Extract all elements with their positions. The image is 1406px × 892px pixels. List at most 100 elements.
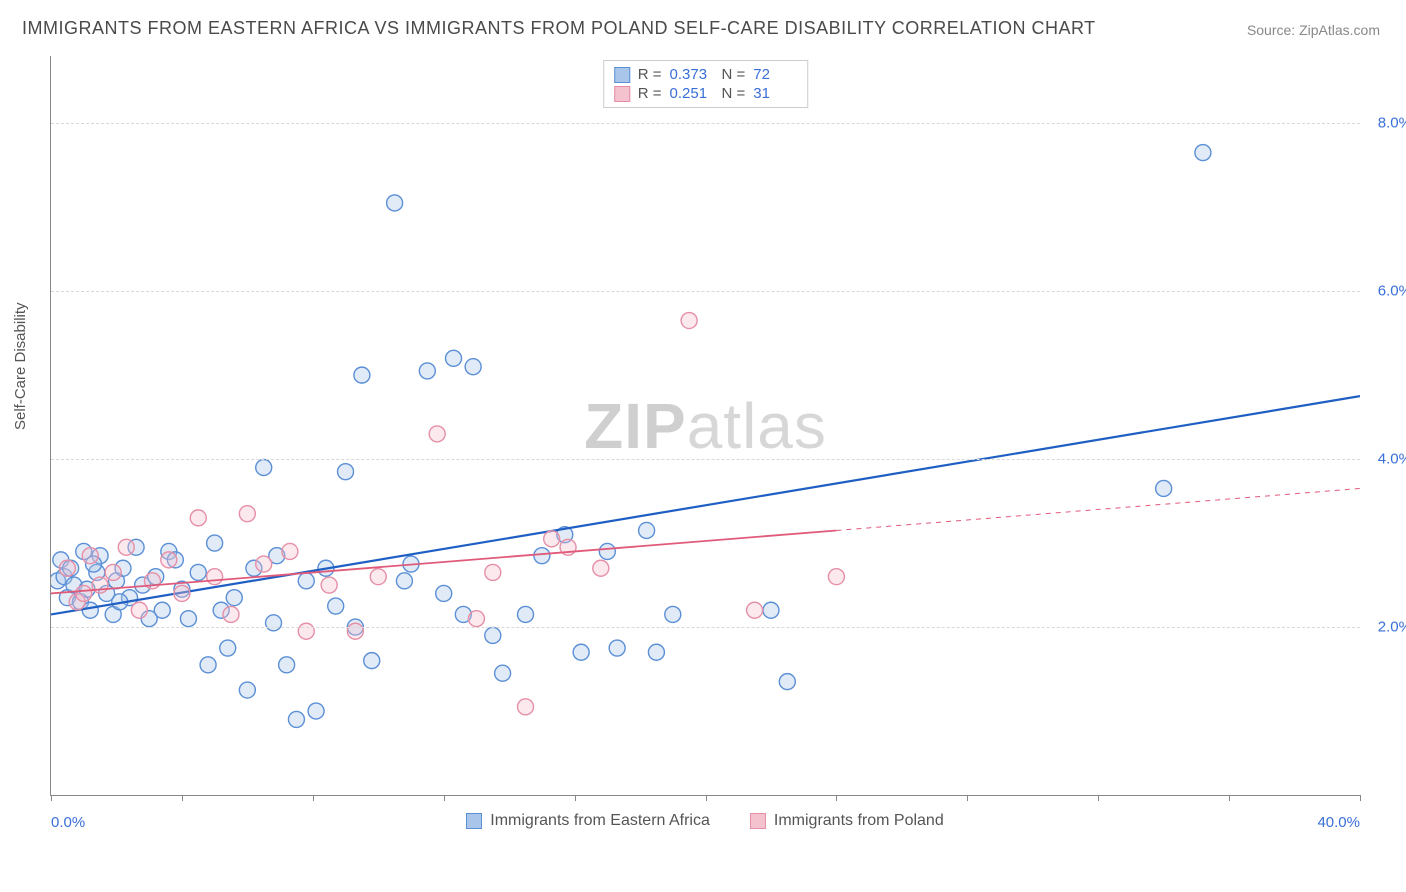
scatter-point — [92, 548, 108, 564]
scatter-point — [108, 573, 124, 589]
scatter-point — [557, 527, 573, 543]
scatter-point — [518, 606, 534, 622]
scatter-point — [455, 606, 471, 622]
scatter-point — [128, 539, 144, 555]
scatter-point — [161, 543, 177, 559]
scatter-point — [207, 535, 223, 551]
scatter-point — [403, 556, 419, 572]
scatter-point — [167, 552, 183, 568]
scatter-point — [338, 464, 354, 480]
scatter-point — [763, 602, 779, 618]
x-tick — [1098, 795, 1099, 801]
scatter-point — [92, 577, 108, 593]
scatter-point — [681, 313, 697, 329]
scatter-point — [279, 657, 295, 673]
scatter-point — [328, 598, 344, 614]
scatter-point — [220, 640, 236, 656]
source-attribution: Source: ZipAtlas.com — [1247, 22, 1380, 38]
legend-swatch — [466, 813, 482, 829]
scatter-point — [51, 573, 66, 589]
gridline-h — [51, 291, 1360, 292]
scatter-point — [465, 359, 481, 375]
source-label: Source: — [1247, 22, 1295, 38]
x-tick — [967, 795, 968, 801]
n-label: N = — [722, 85, 746, 102]
scatter-point — [76, 585, 92, 601]
scatter-point — [190, 510, 206, 526]
y-tick-label: 8.0% — [1378, 115, 1406, 132]
x-tick — [1229, 795, 1230, 801]
x-tick — [444, 795, 445, 801]
scatter-point — [256, 556, 272, 572]
scatter-point — [200, 657, 216, 673]
stats-legend-row: R = 0.251 N = 31 — [614, 84, 798, 103]
scatter-point — [665, 606, 681, 622]
n-value: 72 — [753, 66, 797, 83]
scatter-point — [468, 611, 484, 627]
scatter-point — [226, 590, 242, 606]
scatter-point — [370, 569, 386, 585]
x-tick — [51, 795, 52, 801]
r-label: R = — [638, 85, 662, 102]
scatter-point — [115, 560, 131, 576]
legend-label: Immigrants from Eastern Africa — [490, 812, 710, 830]
scatter-point — [122, 590, 138, 606]
r-value: 0.251 — [670, 85, 714, 102]
scatter-point — [246, 560, 262, 576]
x-tick — [182, 795, 183, 801]
gridline-h — [51, 123, 1360, 124]
scatter-point — [105, 564, 121, 580]
legend-swatch — [614, 86, 630, 102]
scatter-point — [148, 569, 164, 585]
scatter-point — [747, 602, 763, 618]
scatter-point — [269, 548, 285, 564]
y-axis-label: Self-Care Disability — [12, 302, 29, 430]
scatter-point — [86, 556, 102, 572]
watermark: ZIPatlas — [584, 389, 827, 463]
scatter-point — [387, 195, 403, 211]
scatter-point — [239, 506, 255, 522]
n-value: 31 — [753, 85, 797, 102]
scatter-point — [288, 711, 304, 727]
scatter-point — [266, 615, 282, 631]
scatter-point — [82, 548, 98, 564]
r-label: R = — [638, 66, 662, 83]
scatter-point — [223, 606, 239, 622]
bottom-legend: Immigrants from Eastern AfricaImmigrants… — [50, 812, 1360, 830]
scatter-point — [485, 564, 501, 580]
scatter-point — [53, 552, 69, 568]
regression-line — [51, 530, 836, 593]
scatter-point — [59, 590, 75, 606]
scatter-point — [282, 543, 298, 559]
scatter-point — [207, 569, 223, 585]
scatter-point — [174, 585, 190, 601]
scatter-point — [82, 602, 98, 618]
scatter-point — [518, 699, 534, 715]
y-tick-label: 4.0% — [1378, 451, 1406, 468]
scatter-point — [544, 531, 560, 547]
scatter-point — [89, 564, 105, 580]
scatter-point — [1156, 480, 1172, 496]
x-tick — [313, 795, 314, 801]
scatter-point — [318, 560, 334, 576]
scatter-point — [112, 594, 128, 610]
scatter-point — [190, 564, 206, 580]
scatter-point — [76, 543, 92, 559]
scatter-point — [1195, 145, 1211, 161]
scatter-point — [534, 548, 550, 564]
watermark-atlas: atlas — [687, 390, 827, 462]
scatter-point — [180, 611, 196, 627]
legend-swatch — [614, 67, 630, 83]
stats-legend-row: R =0.373N =72 — [614, 65, 798, 84]
n-label: N = — [722, 66, 746, 83]
gridline-h — [51, 459, 1360, 460]
scatter-point — [828, 569, 844, 585]
regression-line — [51, 396, 1360, 614]
scatter-point — [429, 426, 445, 442]
scatter-point — [239, 682, 255, 698]
chart-title: IMMIGRANTS FROM EASTERN AFRICA VS IMMIGR… — [22, 18, 1096, 39]
scatter-point — [364, 653, 380, 669]
source-value: ZipAtlas.com — [1299, 22, 1380, 38]
scatter-point — [161, 552, 177, 568]
scatter-point — [69, 594, 85, 610]
